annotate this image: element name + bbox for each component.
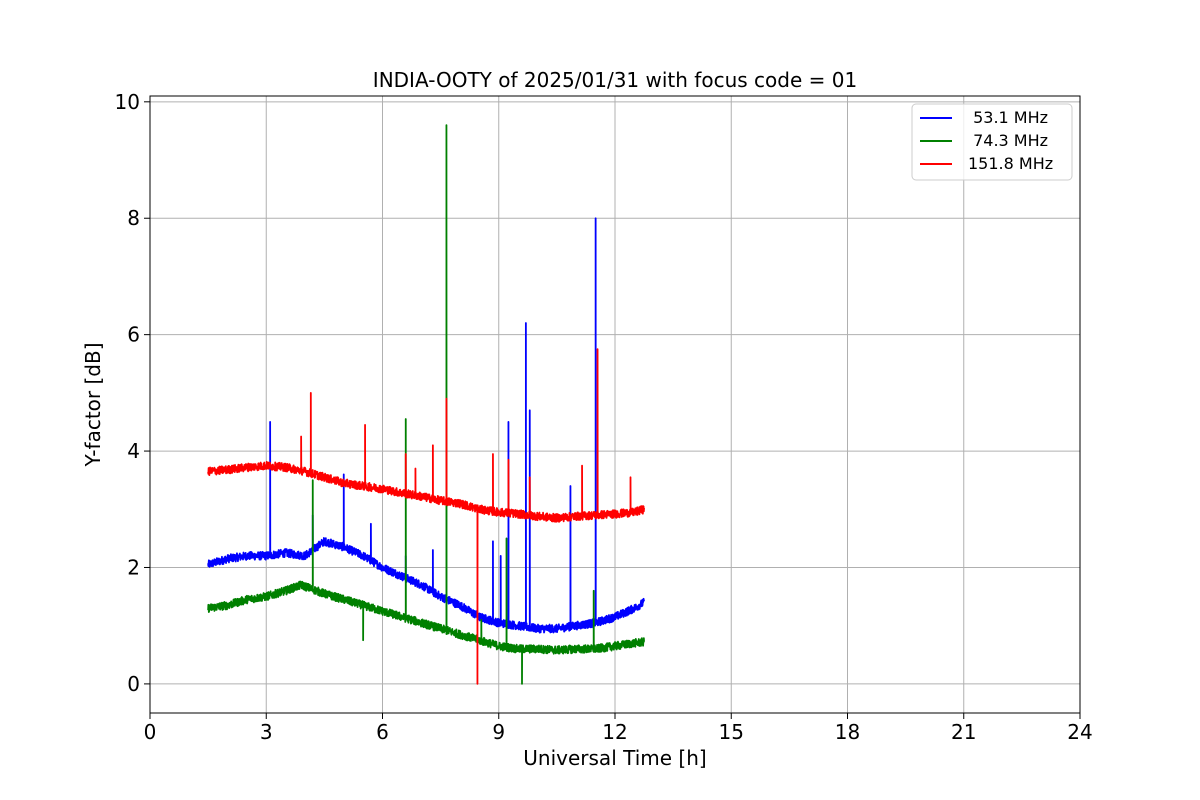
x-tick-label: 6	[376, 720, 389, 744]
x-tick-label: 3	[260, 720, 273, 744]
y-tick-label: 6	[127, 323, 140, 347]
legend-box	[911, 103, 1073, 181]
y-tick-label: 2	[127, 555, 140, 579]
legend-label: 151.8 MHz	[968, 154, 1053, 173]
y-tick-label: 10	[115, 90, 140, 114]
x-tick-label: 21	[951, 720, 976, 744]
series-group	[207, 124, 645, 685]
series-line-0	[207, 217, 645, 634]
x-tick-label: 0	[144, 720, 157, 744]
y-tick-label: 8	[127, 206, 140, 230]
x-tick-label: 15	[719, 720, 744, 744]
legend-label: 74.3 MHz	[968, 131, 1048, 150]
x-tick-label: 9	[492, 720, 505, 744]
x-tick-label: 24	[1067, 720, 1092, 744]
chart-title: INDIA-OOTY of 2025/01/31 with focus code…	[373, 68, 857, 92]
y-axis-label: Y-factor [dB]	[81, 342, 105, 467]
x-tick-label: 18	[835, 720, 860, 744]
x-axis-label: Universal Time [h]	[523, 746, 706, 770]
series-line-1	[207, 124, 645, 685]
series-line-2	[207, 348, 645, 685]
x-tick-label: 12	[602, 720, 627, 744]
legend: 53.1 MHz 74.3 MHz 151.8 MHz	[911, 103, 1073, 181]
legend-label: 53.1 MHz	[968, 108, 1048, 127]
y-tick-label: 0	[127, 672, 140, 696]
y-tick-label: 4	[127, 439, 140, 463]
